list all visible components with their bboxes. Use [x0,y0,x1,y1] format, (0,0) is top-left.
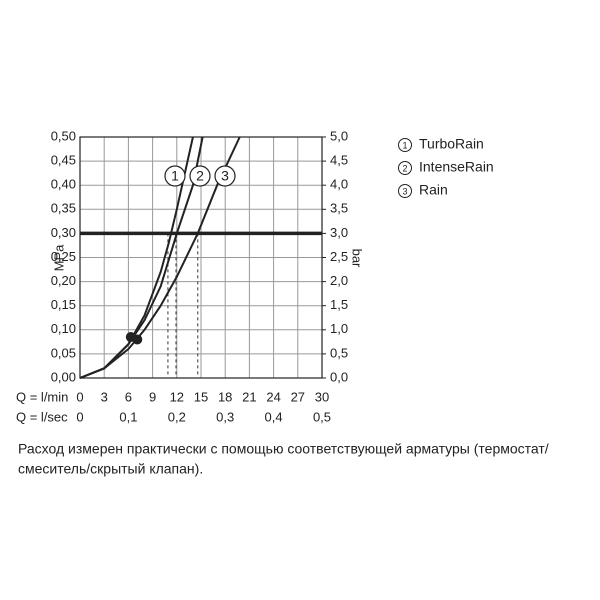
y2-axis-label: bar [350,249,365,268]
y2-tick-label: 5,0 [330,128,348,143]
x-axis-label: Q = l/min [16,389,68,404]
x2-tick-label: 0 [76,409,83,424]
y2-tick-label: 3,0 [330,225,348,240]
y2-tick-label: 0,0 [330,369,348,384]
curve-label: 2 [196,168,204,184]
x-tick-label: 18 [218,389,232,404]
curve [79,136,241,379]
y-tick-label: 0,15 [51,297,76,312]
point [132,334,143,345]
x-tick-label: 9 [149,389,156,404]
y2-tick-label: 1,0 [330,321,348,336]
y-tick-label: 0,25 [51,249,76,264]
x-tick-label: 6 [125,389,132,404]
caption: смеситель/скрытый клапан). [18,461,203,477]
curve-label: 3 [221,168,229,184]
y-tick-label: 0,10 [51,321,76,336]
y-tick-label: 0,30 [51,225,76,240]
y2-tick-label: 3,5 [330,201,348,216]
y-tick-label: 0,35 [51,201,76,216]
x-tick-label: 15 [194,389,208,404]
y-tick-label: 0,20 [51,273,76,288]
legend-symbol [398,184,412,198]
legend-symbol [398,161,412,175]
x-tick-label: 3 [101,389,108,404]
legend-symbol-label: 3 [402,186,407,196]
y-tick-label: 0,40 [51,177,76,192]
x-tick-label: 21 [242,389,256,404]
y2-tick-label: 2,0 [330,273,348,288]
y2-tick-label: 0,5 [330,345,348,360]
x-tick-label: 30 [315,389,329,404]
y2-tick-label: 4,0 [330,177,348,192]
x-tick-label: 12 [170,389,184,404]
x2-tick-label: 0,5 [313,409,331,424]
legend-symbol-label: 2 [402,163,407,173]
curve-label-circle [164,165,186,187]
legend-label: TurboRain [419,136,484,152]
x-tick-label: 27 [291,389,305,404]
curve-label: 1 [171,168,179,184]
legend-symbol-label: 1 [402,140,407,150]
curve-label-circle [214,165,236,187]
y2-tick-label: 2,5 [330,249,348,264]
y-tick-label: 0,05 [51,345,76,360]
y-tick-label: 0,50 [51,128,76,143]
legend-label: Rain [419,182,448,198]
caption: Расход измерен практически с помощью соо… [18,441,549,457]
legend-symbol [398,138,412,152]
legend-label: IntenseRain [419,159,494,175]
y-axis-label: MPa [51,244,66,272]
curve-label-circle [189,165,211,187]
y2-tick-label: 1,5 [330,297,348,312]
x2-tick-label: 0,4 [265,409,283,424]
x-tick-label: 24 [266,389,280,404]
x-tick-label: 0 [76,389,83,404]
x2-tick-label: 0,1 [119,409,137,424]
y2-tick-label: 4,5 [330,153,348,168]
y-tick-label: 0,00 [51,369,76,384]
x2-tick-label: 0,2 [168,409,186,424]
plot-frame [79,136,323,379]
x2-axis-label: Q = l/sec [16,409,68,424]
y-tick-label: 0,45 [51,153,76,168]
x2-tick-label: 0,3 [216,409,234,424]
